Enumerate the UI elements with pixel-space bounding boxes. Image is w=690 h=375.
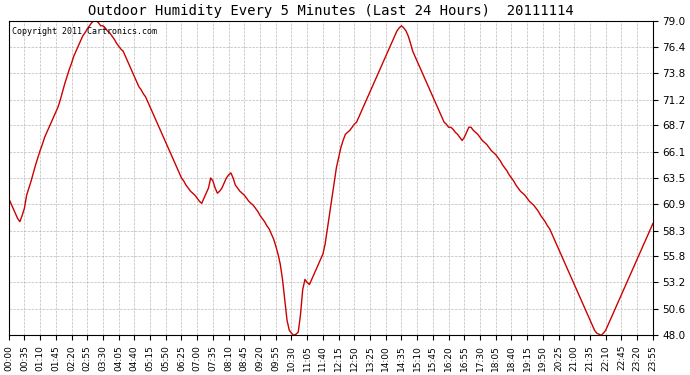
Title: Outdoor Humidity Every 5 Minutes (Last 24 Hours)  20111114: Outdoor Humidity Every 5 Minutes (Last 2…	[88, 4, 573, 18]
Text: Copyright 2011 Cartronics.com: Copyright 2011 Cartronics.com	[12, 27, 157, 36]
